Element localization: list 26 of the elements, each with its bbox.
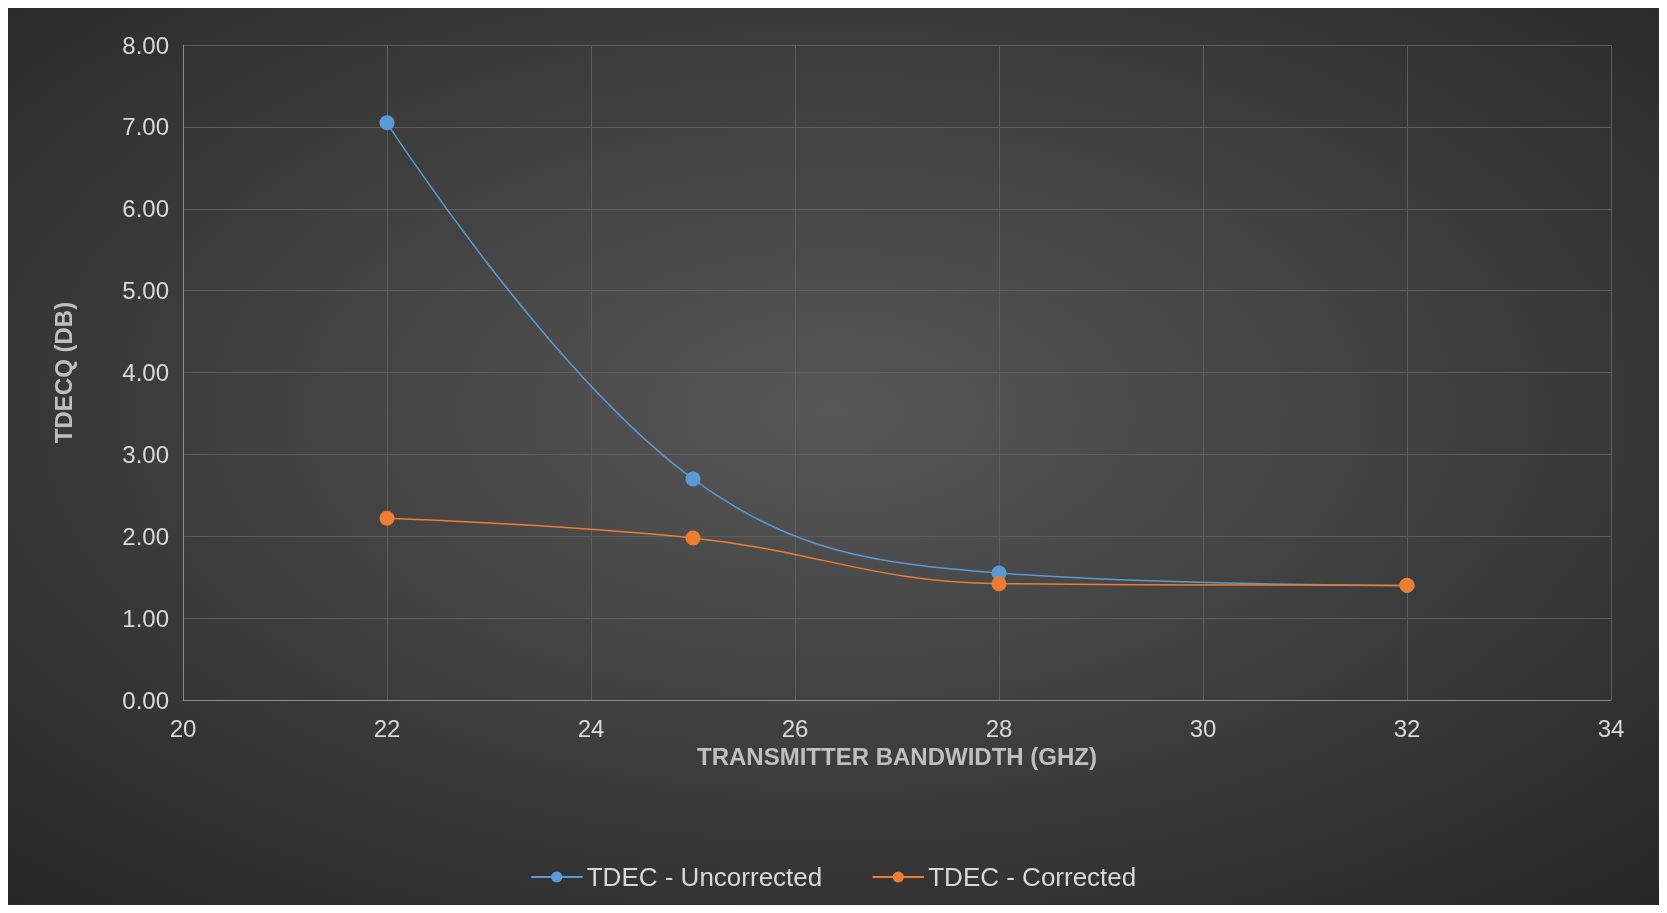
x-tick-label: 22 bbox=[373, 714, 401, 742]
legend-label: TDEC - Corrected bbox=[928, 862, 1137, 892]
y-tick-label: 8.00 bbox=[122, 31, 169, 59]
x-tick-label: 24 bbox=[577, 714, 605, 742]
y-tick-label: 2.00 bbox=[122, 522, 169, 550]
x-tick-label: 26 bbox=[781, 714, 809, 742]
point bbox=[991, 576, 1007, 592]
y-tick-label: 5.00 bbox=[122, 277, 169, 305]
point bbox=[379, 510, 395, 526]
y-tick-label: 7.00 bbox=[122, 113, 169, 141]
x-tick-label: 32 bbox=[1393, 714, 1421, 742]
x-axis-title: TRANSMITTER BANDWIDTH (GHZ) bbox=[697, 743, 1097, 771]
legend-label: TDEC - Uncorrected bbox=[586, 862, 823, 892]
x-tick-label: 30 bbox=[1189, 714, 1217, 742]
y-axis-title: TDECQ (DB) bbox=[49, 301, 77, 444]
point bbox=[685, 530, 701, 546]
y-tick-label: 1.00 bbox=[122, 604, 169, 632]
y-tick-label: 0.00 bbox=[122, 686, 169, 714]
point bbox=[685, 471, 701, 487]
x-tick-label: 20 bbox=[169, 714, 197, 742]
point bbox=[379, 115, 395, 131]
y-tick-label: 6.00 bbox=[122, 195, 169, 223]
x-tick-label: 28 bbox=[985, 714, 1013, 742]
y-tick-label: 3.00 bbox=[122, 440, 169, 468]
x-tick-label: 34 bbox=[1597, 714, 1625, 742]
y-tick-label: 4.00 bbox=[122, 359, 169, 386]
